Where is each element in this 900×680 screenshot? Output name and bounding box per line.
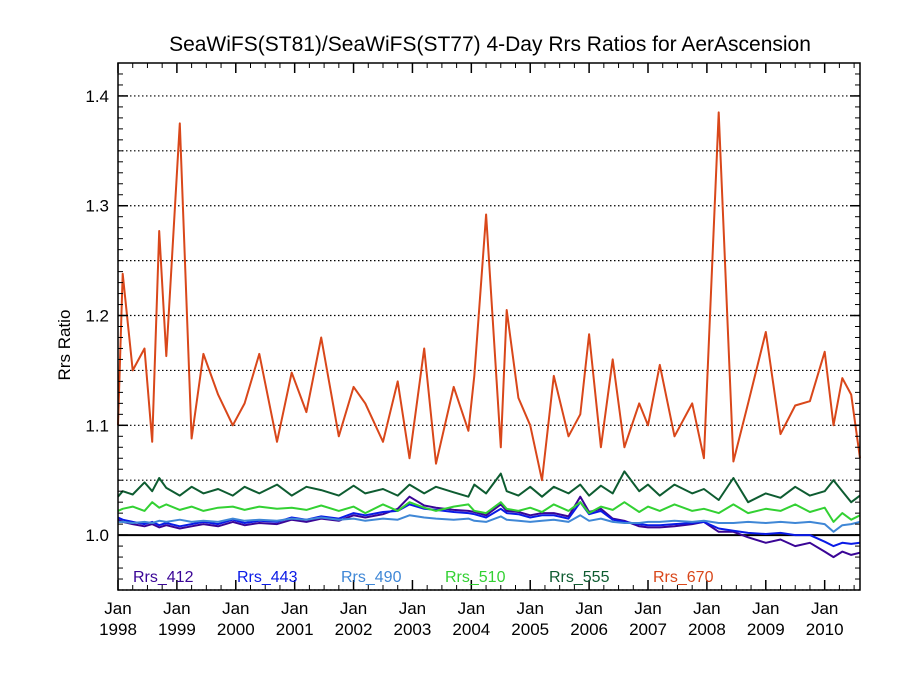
legend-item: Rrs_510 [445, 569, 506, 586]
x-tick-label-year: 2005 [511, 620, 549, 639]
x-tick-label-year: 2000 [217, 620, 255, 639]
series-line-rrs-555 [117, 470, 861, 504]
x-tick-label-month: Jan [340, 599, 367, 618]
x-tick-label-month: Jan [811, 599, 838, 618]
x-tick-label-year: 2008 [688, 620, 726, 639]
x-tick-label-year: 1999 [158, 620, 196, 639]
x-tick-label-year: 2010 [806, 620, 844, 639]
series-group [117, 111, 861, 559]
x-tick-label-year: 2002 [335, 620, 373, 639]
x-tick-label-month: Jan [163, 599, 190, 618]
x-tick-label-month: Jan [104, 599, 131, 618]
legend-item: Rrs_490 [341, 569, 402, 586]
x-tick-label-month: Jan [517, 599, 544, 618]
legend-item: Rrs_443 [237, 569, 298, 586]
y-axis-label: Rrs Ratio [55, 310, 74, 381]
series-line-rrs-510 [117, 501, 861, 523]
x-tick-label-month: Jan [752, 599, 779, 618]
x-tick-label-month: Jan [222, 599, 249, 618]
legend-item: Rrs_670 [653, 569, 714, 586]
y-tick-label: 1.3 [85, 197, 109, 216]
chart-title: SeaWiFS(ST81)/SeaWiFS(ST77) 4-Day Rrs Ra… [169, 33, 811, 56]
x-tick-label-year: 2007 [629, 620, 667, 639]
x-tick-label-month: Jan [634, 599, 661, 618]
x-tick-label-year: 2001 [276, 620, 314, 639]
grid [118, 95, 860, 591]
x-tick-label-year: 2003 [394, 620, 432, 639]
x-tick-label-month: Jan [458, 599, 485, 618]
x-tick-label-year: 1998 [99, 620, 137, 639]
x-tick-label-month: Jan [575, 599, 602, 618]
axes: 1.0 1.1 1.2 1.3 1.4 Jan 1998 Jan 1999 Jan 2000 Jan 2… [85, 62, 860, 639]
y-tick-label: 1.4 [85, 87, 109, 106]
series-line-rrs-443 [117, 501, 861, 548]
series-line-rrs-490 [118, 514, 861, 533]
legend-item: Rrs_412 [133, 569, 194, 586]
series-line-rrs-670 [117, 111, 861, 482]
legend: Rrs_412 Rrs_443 Rrs_490 Rrs_510 Rrs_555 Rrs_6… [133, 569, 714, 586]
legend-item: Rrs_555 [549, 569, 610, 586]
y-tick-label: 1.0 [85, 526, 109, 545]
y-tick-label: 1.2 [85, 307, 109, 326]
x-tick-label-month: Jan [693, 599, 720, 618]
x-tick-label-year: 2009 [747, 620, 785, 639]
x-tick-label-month: Jan [281, 599, 308, 618]
y-tick-label: 1.1 [85, 416, 109, 435]
x-tick-label-year: 2004 [452, 620, 490, 639]
x-tick-label-year: 2006 [570, 620, 608, 639]
x-tick-label-month: Jan [399, 599, 426, 618]
series-line-rrs-412 [117, 495, 861, 559]
